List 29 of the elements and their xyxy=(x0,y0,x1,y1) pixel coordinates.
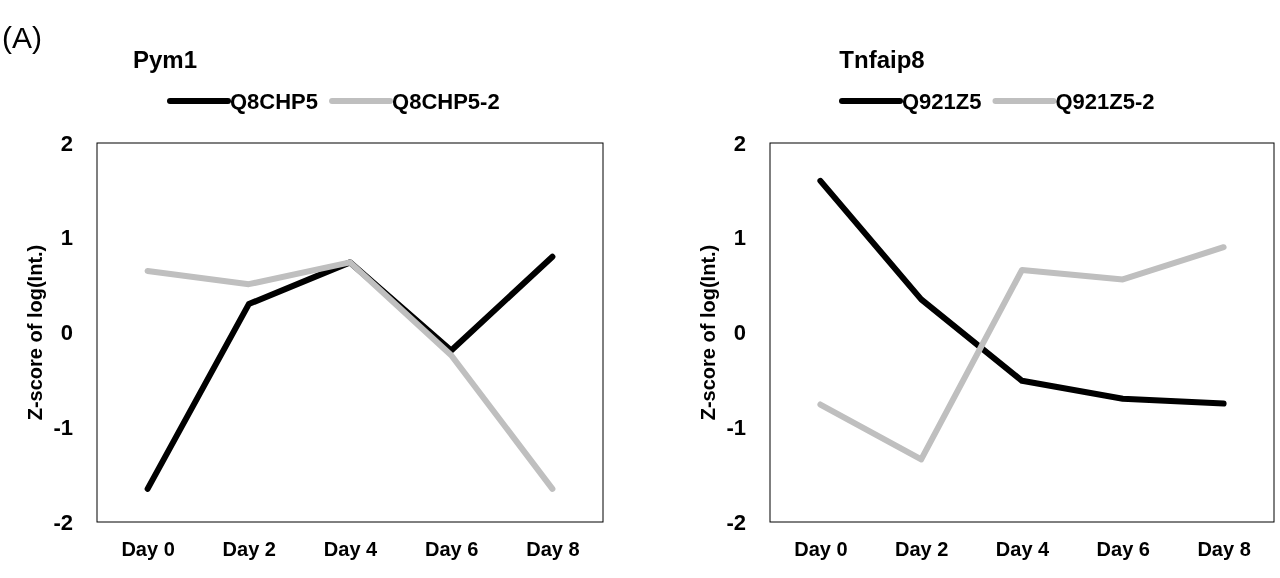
x-tick-label: Day 6 xyxy=(425,538,479,561)
x-tick-label: Day 8 xyxy=(1197,538,1251,561)
y-tick-label: -2 xyxy=(726,509,746,535)
legend-label: Q8CHP5-2 xyxy=(392,89,500,114)
y-tick-label: 0 xyxy=(60,320,73,346)
x-tick-label: Day 8 xyxy=(526,538,580,561)
y-axis-title: Z-score of log(Int.) xyxy=(24,244,46,421)
legend-label: Q921Z5-2 xyxy=(1055,89,1155,114)
y-tick-label: -1 xyxy=(726,414,746,440)
chart-title: Pym1 xyxy=(132,46,198,73)
x-tick-label: Day 0 xyxy=(121,538,175,561)
y-tick-label: 2 xyxy=(733,130,746,156)
y-tick-label: 0 xyxy=(733,320,746,346)
chart-title: Tnfaip8 xyxy=(839,46,925,73)
text: (A) xyxy=(2,21,42,54)
y-tick-label: -1 xyxy=(53,414,73,440)
x-tick-label: Day 0 xyxy=(794,538,848,561)
y-tick-label: 1 xyxy=(60,225,73,251)
y-tick-label: 1 xyxy=(733,225,746,251)
x-tick-label: Day 2 xyxy=(222,538,276,561)
x-tick-label: Day 6 xyxy=(1096,538,1150,561)
y-tick-label: -2 xyxy=(53,509,73,535)
x-tick-label: Day 2 xyxy=(895,538,949,561)
legend-label: Q921Z5 xyxy=(902,89,982,114)
x-tick-label: Day 4 xyxy=(995,538,1051,561)
legend-label: Q8CHP5 xyxy=(230,89,319,114)
y-axis-title: Z-score of log(Int.) xyxy=(697,244,719,421)
y-tick-label: 2 xyxy=(60,130,73,156)
x-tick-label: Day 4 xyxy=(323,538,379,561)
